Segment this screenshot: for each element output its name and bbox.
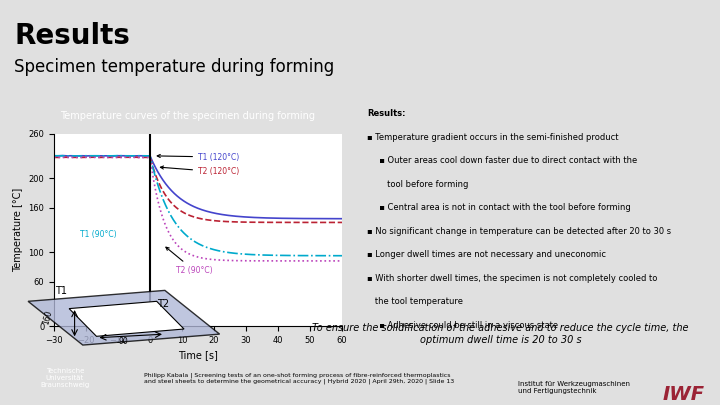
Text: T2: T2 (157, 299, 168, 309)
Text: T1 (120°C): T1 (120°C) (157, 153, 239, 162)
Text: Technische
Universität
Braunschweig: Technische Universität Braunschweig (40, 368, 89, 388)
Text: 90: 90 (118, 337, 128, 345)
Text: ▪ Outer areas cool down faster due to direct contact with the: ▪ Outer areas cool down faster due to di… (374, 156, 638, 165)
Y-axis label: Temperature [°C]: Temperature [°C] (13, 188, 23, 272)
Text: Philipp Kabala | Screening tests of an one-shot forming process of fibre-reinfor: Philipp Kabala | Screening tests of an o… (144, 373, 454, 384)
Text: ▪ Adhesive could be still in a viscous state: ▪ Adhesive could be still in a viscous s… (374, 321, 559, 330)
Text: Temperature curves of the specimen during forming: Temperature curves of the specimen durin… (60, 111, 315, 122)
Text: T2 (120°C): T2 (120°C) (161, 166, 239, 176)
Text: T1 (90°C): T1 (90°C) (80, 230, 116, 239)
Text: ▪ Temperature gradient occurs in the semi-finished product: ▪ Temperature gradient occurs in the sem… (367, 133, 618, 142)
Text: tool before forming: tool before forming (374, 180, 469, 189)
Text: ▪ No significant change in temperature can be detected after 20 to 30 s: ▪ No significant change in temperature c… (367, 227, 671, 236)
X-axis label: Time [s]: Time [s] (178, 350, 218, 360)
Text: Specimen temperature during forming: Specimen temperature during forming (14, 58, 335, 76)
Polygon shape (28, 290, 220, 345)
Text: T1: T1 (55, 286, 68, 296)
Text: T2 (90°C): T2 (90°C) (166, 247, 212, 275)
Text: the tool temperature: the tool temperature (367, 297, 463, 306)
Text: To ensure the solidification of the adhesive and to reduce the cycle time, the
o: To ensure the solidification of the adhe… (312, 323, 688, 345)
Text: Results:: Results: (367, 109, 405, 118)
Text: Results: Results (14, 22, 130, 50)
Text: ▪ With shorter dwell times, the specimen is not completely cooled to: ▪ With shorter dwell times, the specimen… (367, 274, 657, 283)
Text: 160: 160 (42, 309, 54, 325)
Text: Institut für Werkzeugmaschinen
und Fertigungstechnik: Institut für Werkzeugmaschinen und Ferti… (518, 381, 631, 394)
Polygon shape (69, 301, 184, 336)
Text: Start forming: Start forming (112, 309, 163, 318)
Text: ▪ Central area is not in contact with the tool before forming: ▪ Central area is not in contact with th… (374, 203, 631, 212)
Text: IWF: IWF (662, 385, 705, 404)
Text: ▪ Longer dwell times are not necessary and uneconomic: ▪ Longer dwell times are not necessary a… (367, 250, 606, 259)
